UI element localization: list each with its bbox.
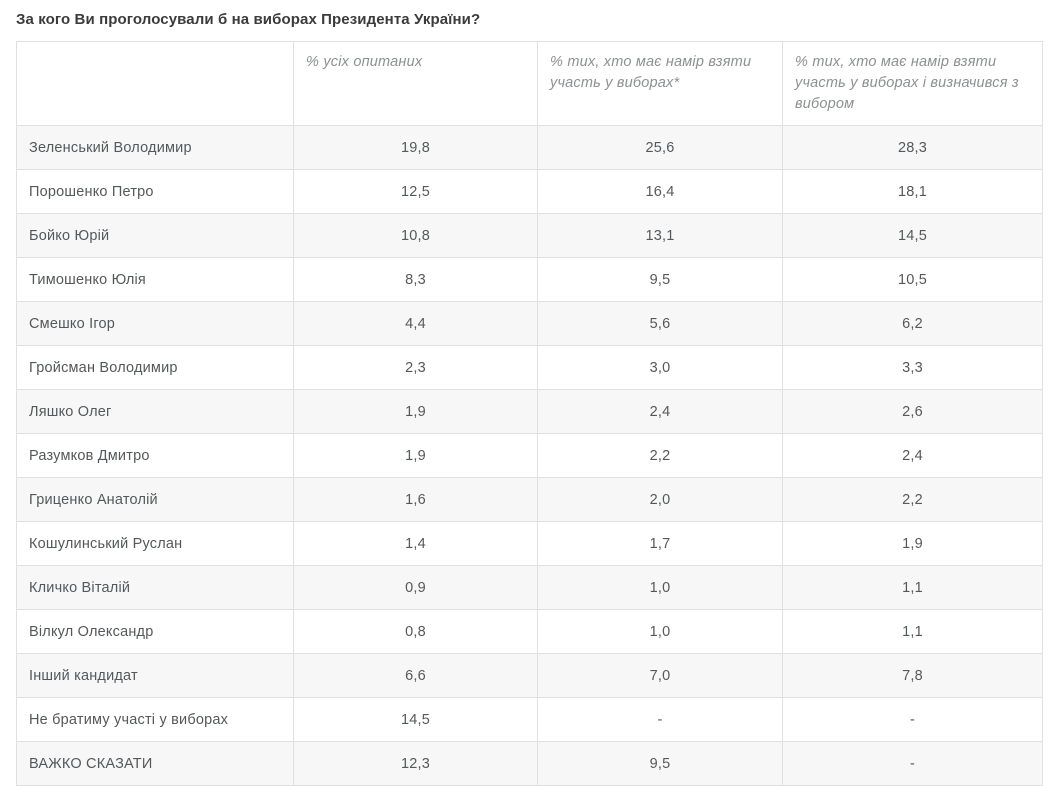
candidate-name-cell: Тимошенко Юлія (16, 257, 294, 303)
table-row: Інший кандидат 6,6 7,0 7,8 (16, 653, 1043, 699)
candidate-name-cell: Зеленський Володимир (16, 125, 294, 171)
pct-intend-cell: 2,4 (537, 389, 783, 435)
pct-all-cell: 10,8 (293, 213, 538, 259)
table-row: Не братиму участі у виборах 14,5 - - (16, 697, 1043, 743)
pct-intend-cell: 1,7 (537, 521, 783, 567)
results-table: % усіх опитаних % тих, хто має намір взя… (16, 40, 1043, 786)
pct-all-cell: 0,9 (293, 565, 538, 611)
table-row: Разумков Дмитро 1,9 2,2 2,4 (16, 433, 1043, 479)
pct-decided-cell: 1,1 (782, 565, 1043, 611)
candidate-name-cell: Інший кандидат (16, 653, 294, 699)
candidate-name-cell: Порошенко Петро (16, 169, 294, 215)
pct-all-cell: 2,3 (293, 345, 538, 391)
pct-all-cell: 1,9 (293, 389, 538, 435)
pct-intend-cell: - (537, 697, 783, 743)
pct-all-cell: 1,4 (293, 521, 538, 567)
pct-all-cell: 1,9 (293, 433, 538, 479)
col-header-pct-decided: % тих, хто має намір взяти участь у вибо… (782, 40, 1043, 127)
pct-decided-cell: 18,1 (782, 169, 1043, 215)
page-title: За кого Ви проголосували б на виборах Пр… (16, 11, 481, 28)
pct-decided-cell: - (782, 741, 1043, 786)
table-row: Зеленський Володимир 19,8 25,6 28,3 (16, 125, 1043, 171)
table-body: Зеленський Володимир 19,8 25,6 28,3 Поро… (16, 125, 1043, 786)
pct-intend-cell: 3,0 (537, 345, 783, 391)
pct-decided-cell: 3,3 (782, 345, 1043, 391)
pct-decided-cell: 10,5 (782, 257, 1043, 303)
pct-all-cell: 4,4 (293, 301, 538, 347)
pct-intend-cell: 1,0 (537, 565, 783, 611)
col-header-pct-all: % усіх опитаних (293, 40, 538, 127)
table-row: Гройсман Володимир 2,3 3,0 3,3 (16, 345, 1043, 391)
pct-decided-cell: 7,8 (782, 653, 1043, 699)
col-header-candidate (16, 40, 294, 127)
candidate-name-cell: Бойко Юрій (16, 213, 294, 259)
pct-decided-cell: 2,6 (782, 389, 1043, 435)
candidate-name-cell: Гройсман Володимир (16, 345, 294, 391)
pct-all-cell: 14,5 (293, 697, 538, 743)
candidate-name-cell: Смешко Ігор (16, 301, 294, 347)
table-row: ВАЖКО СКАЗАТИ 12,3 9,5 - (16, 741, 1043, 786)
pct-decided-cell: - (782, 697, 1043, 743)
table-row: Кошулинський Руслан 1,4 1,7 1,9 (16, 521, 1043, 567)
pct-all-cell: 0,8 (293, 609, 538, 655)
pct-all-cell: 12,5 (293, 169, 538, 215)
pct-decided-cell: 28,3 (782, 125, 1043, 171)
table-row: Порошенко Петро 12,5 16,4 18,1 (16, 169, 1043, 215)
pct-intend-cell: 13,1 (537, 213, 783, 259)
table-row: Вілкул Олександр 0,8 1,0 1,1 (16, 609, 1043, 655)
pct-intend-cell: 5,6 (537, 301, 783, 347)
header-row: % усіх опитаних % тих, хто має намір взя… (16, 40, 1043, 127)
pct-intend-cell: 9,5 (537, 741, 783, 786)
pct-intend-cell: 2,0 (537, 477, 783, 523)
pct-decided-cell: 1,9 (782, 521, 1043, 567)
candidate-name-cell: Не братиму участі у виборах (16, 697, 294, 743)
candidate-name-cell: Разумков Дмитро (16, 433, 294, 479)
pct-decided-cell: 1,1 (782, 609, 1043, 655)
table-row: Бойко Юрій 10,8 13,1 14,5 (16, 213, 1043, 259)
pct-intend-cell: 7,0 (537, 653, 783, 699)
pct-all-cell: 8,3 (293, 257, 538, 303)
pct-all-cell: 12,3 (293, 741, 538, 786)
pct-all-cell: 19,8 (293, 125, 538, 171)
pct-decided-cell: 2,2 (782, 477, 1043, 523)
pct-intend-cell: 1,0 (537, 609, 783, 655)
pct-all-cell: 6,6 (293, 653, 538, 699)
col-header-pct-intend: % тих, хто має намір взяти участь у вибо… (537, 40, 783, 127)
candidate-name-cell: Кличко Віталій (16, 565, 294, 611)
candidate-name-cell: Ляшко Олег (16, 389, 294, 435)
pct-intend-cell: 25,6 (537, 125, 783, 171)
pct-intend-cell: 2,2 (537, 433, 783, 479)
table-row: Смешко Ігор 4,4 5,6 6,2 (16, 301, 1043, 347)
table-row: Гриценко Анатолій 1,6 2,0 2,2 (16, 477, 1043, 523)
table-row: Ляшко Олег 1,9 2,4 2,6 (16, 389, 1043, 435)
candidate-name-cell: Кошулинський Руслан (16, 521, 294, 567)
pct-all-cell: 1,6 (293, 477, 538, 523)
candidate-name-cell: Вілкул Олександр (16, 609, 294, 655)
pct-intend-cell: 16,4 (537, 169, 783, 215)
pct-decided-cell: 2,4 (782, 433, 1043, 479)
table-row: Кличко Віталій 0,9 1,0 1,1 (16, 565, 1043, 611)
pct-intend-cell: 9,5 (537, 257, 783, 303)
candidate-name-cell: ВАЖКО СКАЗАТИ (16, 741, 294, 786)
table-row: Тимошенко Юлія 8,3 9,5 10,5 (16, 257, 1043, 303)
pct-decided-cell: 6,2 (782, 301, 1043, 347)
pct-decided-cell: 14,5 (782, 213, 1043, 259)
table-header: % усіх опитаних % тих, хто має намір взя… (16, 40, 1043, 127)
candidate-name-cell: Гриценко Анатолій (16, 477, 294, 523)
